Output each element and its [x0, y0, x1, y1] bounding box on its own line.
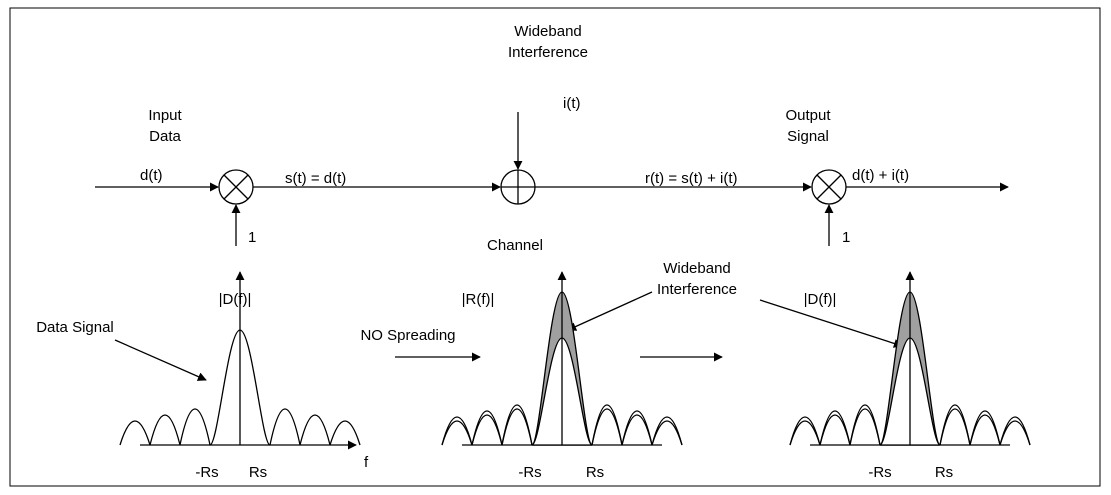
signal-path [95, 112, 1009, 381]
label: Data [149, 128, 181, 145]
label: s(t) = d(t) [285, 170, 346, 187]
label: |R(f)| [462, 291, 495, 308]
label: r(t) = s(t) + i(t) [645, 170, 738, 187]
labels: Input Data d(t) 1 s(t) = d(t) Wideband I… [36, 23, 953, 481]
label: d(t) [140, 167, 163, 184]
label: 1 [248, 229, 256, 246]
spectrum-shape [441, 408, 683, 446]
label: -Rs [518, 464, 541, 481]
spectrum-shape [441, 404, 683, 446]
label: Wideband [514, 23, 582, 40]
label: f [364, 454, 369, 471]
label: Interference [657, 281, 737, 298]
label: 1 [842, 229, 850, 246]
spectra [119, 271, 1031, 450]
label: NO Spreading [360, 327, 455, 344]
spectrum-shape [789, 404, 1031, 446]
frame [9, 7, 1101, 487]
label: Channel [487, 237, 543, 254]
label: d(t) + i(t) [852, 167, 909, 184]
label: |D(f)| [804, 291, 837, 308]
label: Wideband [663, 260, 731, 277]
spectrum-shape [789, 408, 1031, 446]
label: |D(f)| [219, 291, 252, 308]
label: Rs [249, 464, 267, 481]
label: Rs [586, 464, 604, 481]
label: Interference [508, 44, 588, 61]
label: -Rs [195, 464, 218, 481]
label: -Rs [868, 464, 891, 481]
label: Data Signal [36, 319, 114, 336]
label: Signal [787, 128, 829, 145]
label: Rs [935, 464, 953, 481]
label: Input [148, 107, 182, 124]
spectrum-shape [119, 408, 361, 446]
label: i(t) [563, 95, 581, 112]
label: Output [785, 107, 831, 124]
